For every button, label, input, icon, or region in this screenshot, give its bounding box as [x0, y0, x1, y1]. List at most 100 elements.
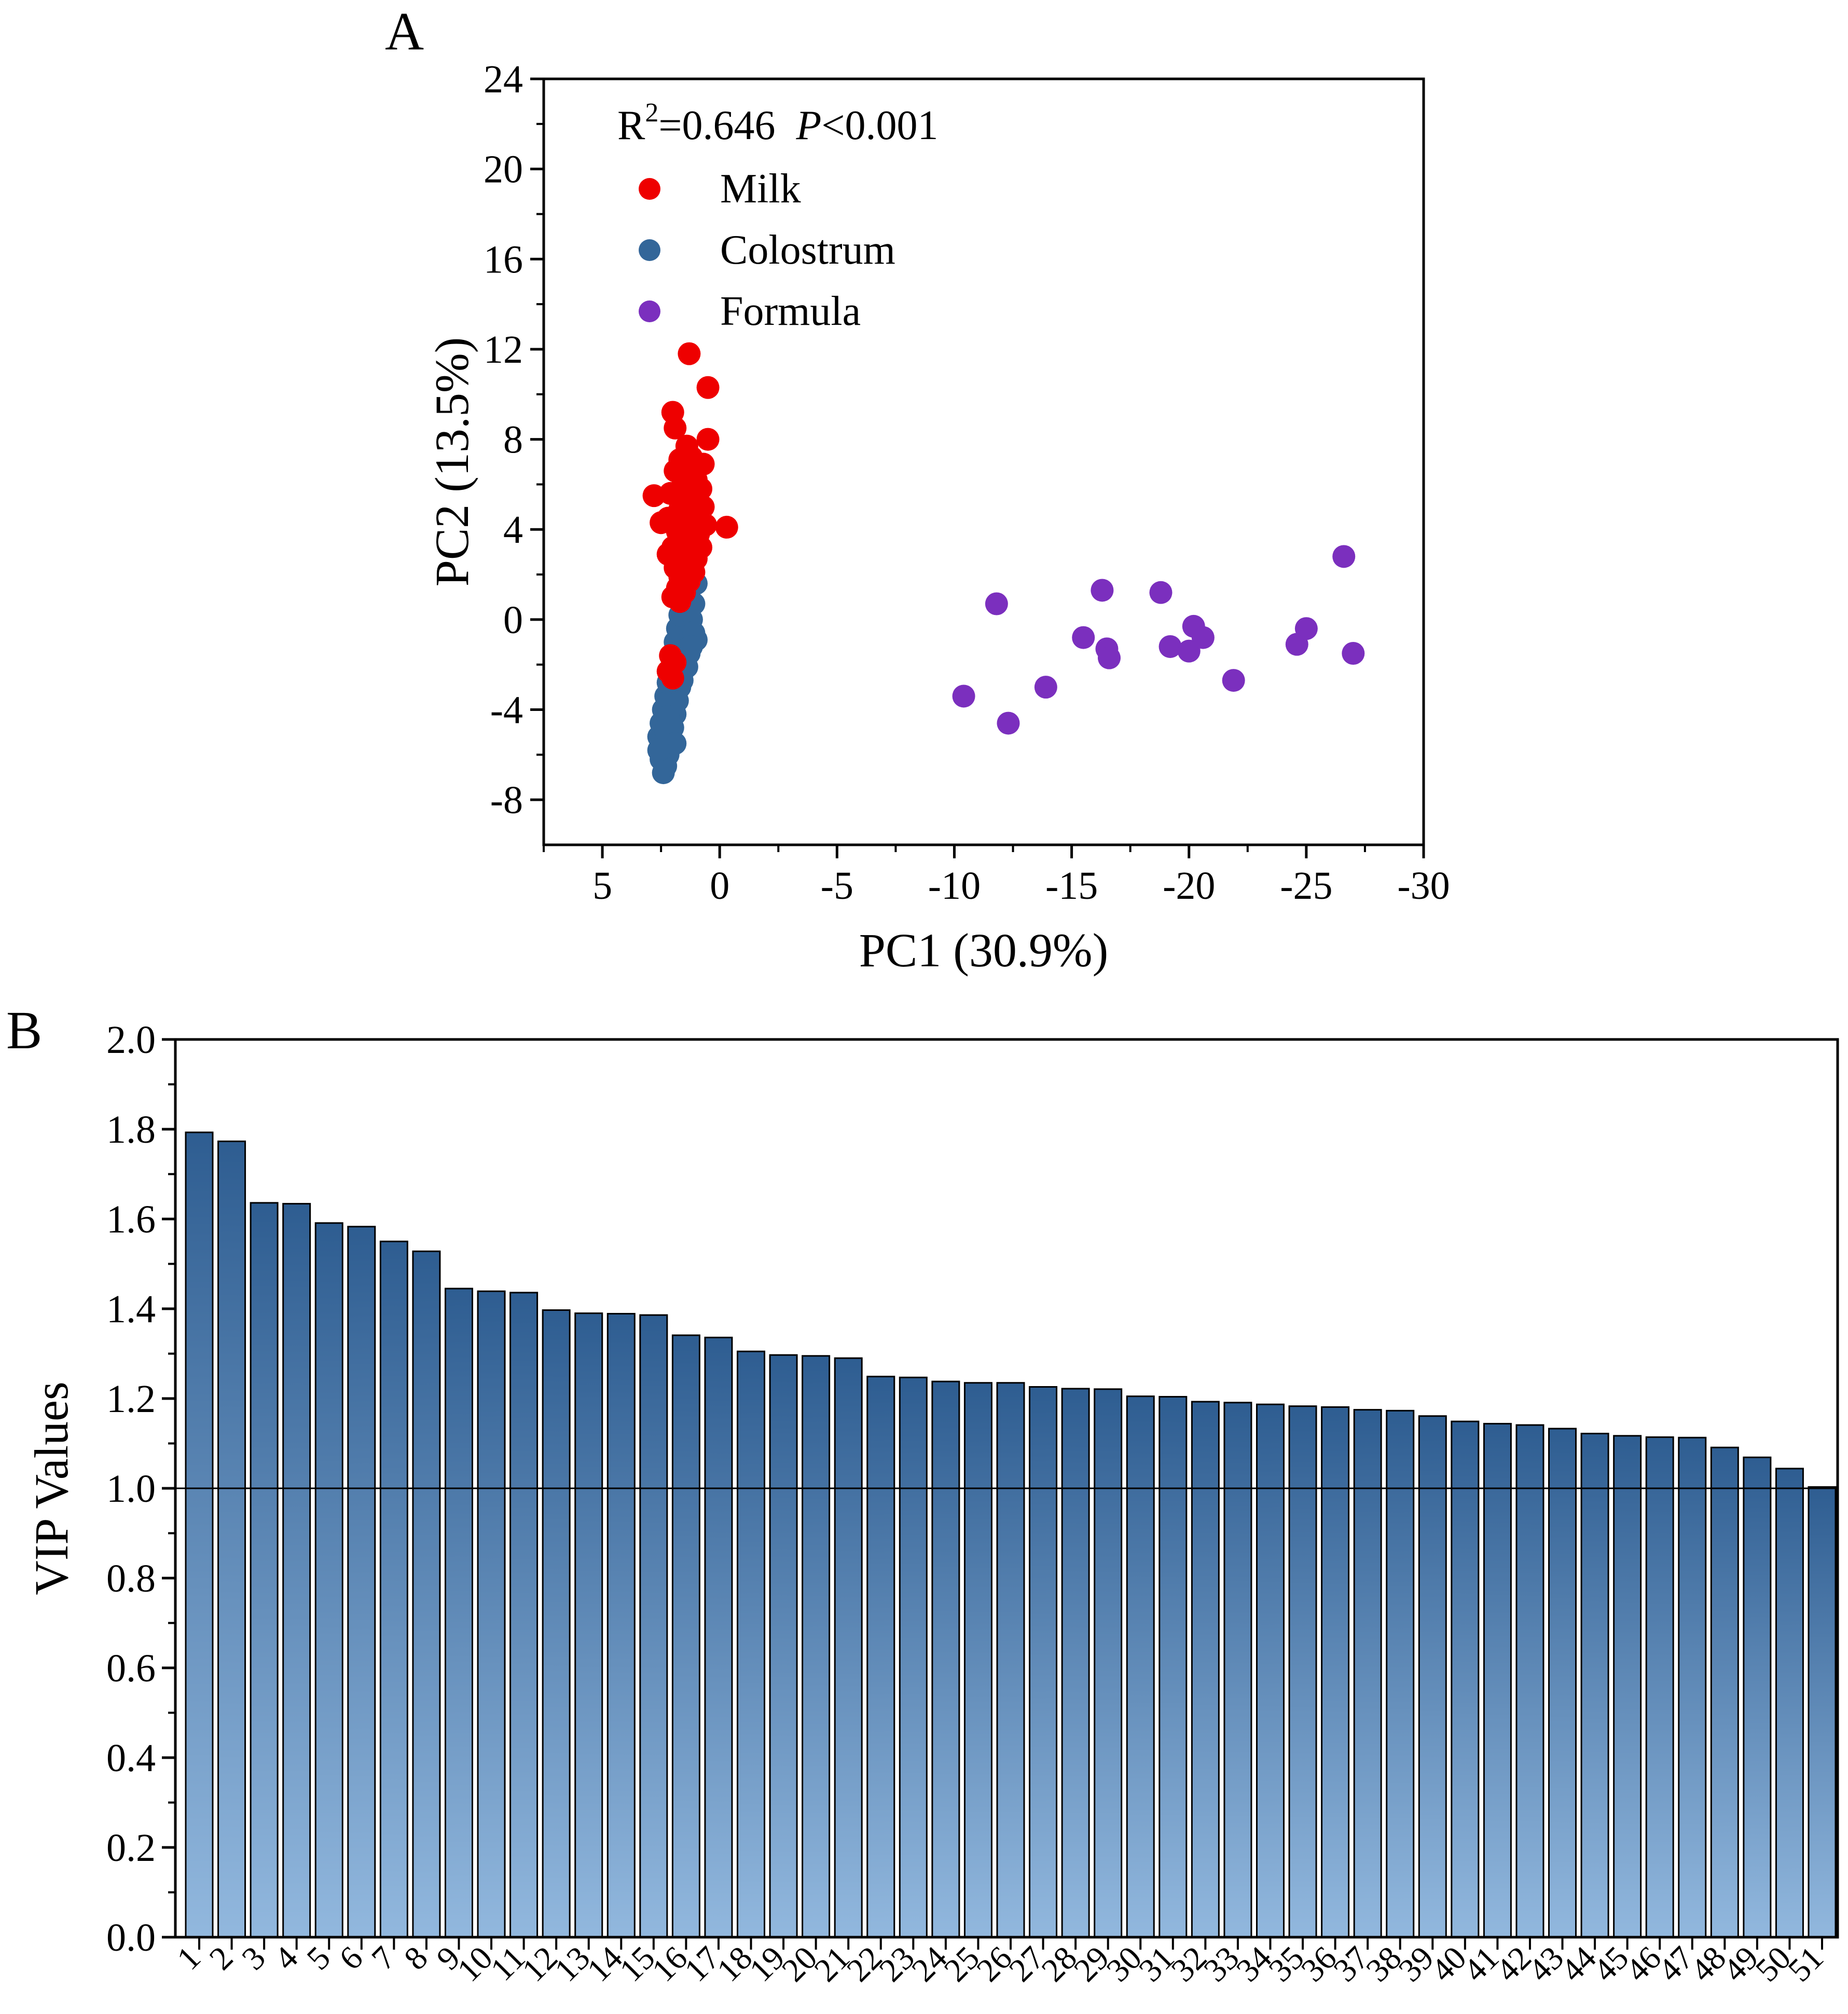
bar-5 — [314, 1222, 343, 1938]
bar-16 — [671, 1334, 700, 1938]
point-milk — [664, 416, 687, 440]
x-tick-label: -10 — [928, 864, 981, 908]
bar-29 — [1094, 1388, 1123, 1938]
y-tick-label: 1.2 — [106, 1377, 156, 1421]
r2-value: =0.646 — [658, 103, 775, 148]
bar-28 — [1061, 1388, 1090, 1938]
point-formula — [1072, 626, 1095, 649]
legend-marker-milk — [639, 178, 660, 200]
bar-45 — [1613, 1435, 1642, 1938]
bar-51 — [1808, 1486, 1837, 1938]
y-tick-label: 1.4 — [106, 1287, 156, 1331]
p-value: <0.001 — [821, 103, 938, 148]
x-tick-label: 5 — [592, 864, 612, 908]
point-colostrum — [680, 635, 703, 658]
panel-a-y-axis-title: PC2 (13.5%) — [425, 337, 478, 586]
bar-40 — [1451, 1420, 1480, 1938]
legend-marker-formula — [639, 300, 660, 322]
bar-24 — [931, 1380, 960, 1938]
point-formula — [1097, 646, 1121, 669]
y-tick-label: 12 — [484, 328, 523, 372]
x-tick-label: 0 — [710, 864, 729, 908]
bar-43 — [1548, 1428, 1577, 1938]
bar-48 — [1710, 1446, 1739, 1938]
point-formula — [1177, 639, 1201, 663]
panel-b-y-axis-title: VIP Values — [25, 1381, 78, 1595]
bar-33 — [1223, 1402, 1252, 1938]
bar-39 — [1418, 1415, 1447, 1938]
panel-a-annotation: R2=0.646 P<0.001 — [617, 98, 938, 148]
bar-21 — [834, 1357, 863, 1938]
point-formula — [985, 592, 1008, 615]
y-tick-label: 0.8 — [106, 1557, 156, 1600]
point-formula — [1222, 669, 1245, 692]
point-milk — [696, 376, 720, 399]
y-tick-label: 1.6 — [106, 1198, 156, 1241]
bar-22 — [866, 1376, 895, 1938]
point-formula — [997, 711, 1020, 735]
point-milk — [642, 484, 666, 508]
point-formula — [1159, 635, 1182, 658]
x-tick-label: -5 — [821, 864, 853, 908]
bar-3 — [250, 1202, 279, 1938]
point-milk — [696, 428, 720, 451]
bar-20 — [802, 1355, 831, 1938]
bar-9 — [444, 1287, 473, 1938]
x-tick-label: 4 — [267, 1939, 305, 1977]
point-formula — [1332, 545, 1356, 568]
bar-11 — [509, 1292, 539, 1938]
legend-label-milk: Milk — [720, 166, 801, 212]
bar-12 — [542, 1309, 571, 1938]
y-tick-label: 24 — [484, 58, 523, 101]
bar-19 — [769, 1354, 798, 1938]
bar-26 — [996, 1382, 1025, 1938]
point-milk — [678, 342, 701, 365]
panel-b-plot: 0.0 0.2 0.4 0.6 0.8 1.0 1.2 1.4 1.6 1.8 2.0 1234567… — [106, 1018, 1838, 1989]
y-tick-label: 0.6 — [106, 1647, 156, 1690]
bar-46 — [1645, 1436, 1674, 1938]
panel-a-plot: -8 -4 0 4 8 12 16 20 24 5 0 -5 -10 -15 -20 -25 -30 — [484, 58, 1450, 908]
y-tick-label: 8 — [503, 418, 523, 462]
bar-50 — [1775, 1468, 1804, 1938]
x-tick-label: 5 — [299, 1939, 337, 1977]
bar-7 — [379, 1240, 408, 1938]
x-tick-label: 2 — [202, 1939, 240, 1977]
point-formula — [1149, 581, 1173, 604]
y-tick-label: 0.0 — [106, 1916, 156, 1960]
point-milk — [661, 666, 684, 690]
bar-17 — [704, 1336, 733, 1938]
bar-37 — [1353, 1409, 1382, 1938]
point-formula — [1294, 617, 1318, 640]
x-tick-label: -25 — [1280, 864, 1332, 908]
bar-14 — [606, 1313, 636, 1938]
point-milk — [668, 448, 692, 471]
p-symbol: P — [795, 103, 821, 148]
y-tick-label: 0 — [503, 598, 523, 642]
point-milk — [668, 590, 692, 613]
x-tick-label: -30 — [1397, 864, 1450, 908]
bar-4 — [282, 1203, 311, 1938]
bar-13 — [574, 1312, 603, 1938]
y-tick-label: 1.8 — [106, 1108, 156, 1152]
x-tick-label: 3 — [235, 1939, 272, 1977]
y-tick-label: 4 — [503, 508, 523, 552]
bar-23 — [899, 1376, 928, 1938]
bar-41 — [1483, 1422, 1512, 1938]
point-milk — [670, 475, 694, 498]
bar-15 — [639, 1314, 668, 1938]
x-tick-label: -20 — [1163, 864, 1215, 908]
point-formula — [1091, 579, 1114, 602]
panel-a-legend: Milk Colostrum Formula — [639, 166, 895, 334]
y-tick-label: 0.4 — [106, 1736, 156, 1780]
y-tick-label: 1.0 — [106, 1467, 156, 1511]
bar-2 — [217, 1140, 246, 1938]
x-tick-label: 7 — [364, 1939, 402, 1977]
point-milk — [715, 515, 738, 539]
y-tick-label: 20 — [484, 148, 523, 191]
bar-8 — [412, 1250, 441, 1938]
point-formula — [1342, 642, 1365, 665]
bar-35 — [1288, 1405, 1317, 1938]
bar-32 — [1191, 1401, 1220, 1938]
bar-18 — [737, 1350, 766, 1938]
